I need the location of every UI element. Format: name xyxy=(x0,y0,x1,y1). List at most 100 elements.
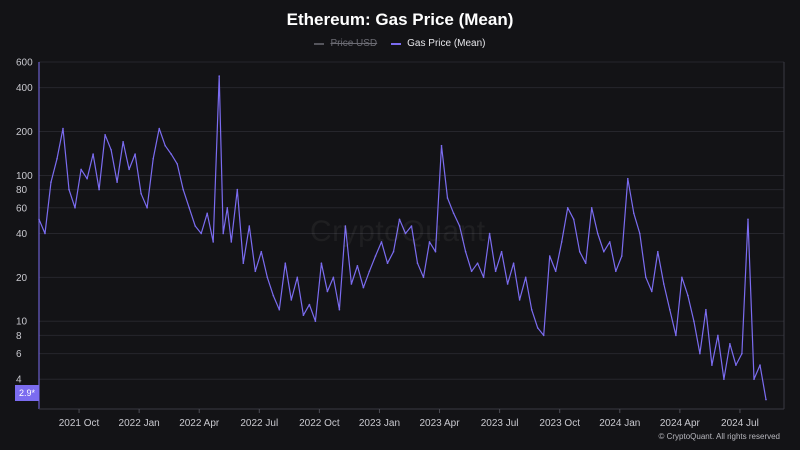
data-point[interactable] xyxy=(452,212,455,215)
data-point[interactable] xyxy=(572,218,575,221)
data-point[interactable] xyxy=(651,290,653,293)
data-point[interactable] xyxy=(416,262,419,265)
data-point[interactable] xyxy=(194,225,196,227)
data-point[interactable] xyxy=(344,225,347,227)
data-point[interactable] xyxy=(98,188,100,191)
data-point[interactable] xyxy=(236,188,239,191)
data-point[interactable] xyxy=(657,250,659,253)
data-point[interactable] xyxy=(206,212,208,215)
data-point[interactable] xyxy=(266,276,269,279)
data-point[interactable] xyxy=(218,75,220,77)
data-point[interactable] xyxy=(765,398,767,401)
data-point[interactable] xyxy=(92,153,94,155)
data-point[interactable] xyxy=(434,250,437,253)
data-point[interactable] xyxy=(80,168,82,171)
data-point[interactable] xyxy=(272,294,275,297)
data-point[interactable] xyxy=(374,255,377,257)
data-point[interactable] xyxy=(663,283,665,285)
data-point[interactable] xyxy=(338,308,341,311)
data-point[interactable] xyxy=(350,283,353,285)
data-point[interactable] xyxy=(260,250,263,253)
data-point[interactable] xyxy=(470,270,473,273)
data-point[interactable] xyxy=(530,308,533,311)
data-point[interactable] xyxy=(476,262,479,265)
data-point[interactable] xyxy=(392,250,395,253)
data-point[interactable] xyxy=(326,290,329,293)
data-point[interactable] xyxy=(554,270,557,273)
data-point[interactable] xyxy=(290,299,293,301)
data-point[interactable] xyxy=(440,144,443,147)
data-point[interactable] xyxy=(404,232,407,235)
data-point[interactable] xyxy=(116,181,118,183)
data-point[interactable] xyxy=(222,232,224,235)
data-point[interactable] xyxy=(681,276,683,279)
data-point[interactable] xyxy=(633,212,635,215)
data-point[interactable] xyxy=(693,320,695,323)
data-point[interactable] xyxy=(753,378,755,381)
data-point[interactable] xyxy=(398,218,401,221)
data-point[interactable] xyxy=(332,276,335,279)
data-point[interactable] xyxy=(242,262,245,265)
data-point[interactable] xyxy=(302,314,305,317)
data-point[interactable] xyxy=(278,308,281,311)
data-point[interactable] xyxy=(356,265,359,267)
data-point[interactable] xyxy=(368,270,371,273)
data-point[interactable] xyxy=(512,262,515,265)
data-point[interactable] xyxy=(542,334,545,337)
data-point[interactable] xyxy=(536,327,539,329)
data-point[interactable] xyxy=(560,241,563,243)
data-point[interactable] xyxy=(38,218,40,221)
data-point[interactable] xyxy=(140,192,142,195)
data-point[interactable] xyxy=(254,270,257,273)
data-point[interactable] xyxy=(362,286,365,289)
data-point[interactable] xyxy=(699,352,701,355)
data-point[interactable] xyxy=(615,270,617,273)
data-point[interactable] xyxy=(386,262,389,265)
data-point[interactable] xyxy=(500,250,503,253)
data-point[interactable] xyxy=(639,232,641,235)
data-point[interactable] xyxy=(741,352,743,355)
data-point[interactable] xyxy=(705,308,707,311)
data-point[interactable] xyxy=(609,241,611,243)
data-point[interactable] xyxy=(380,241,383,243)
data-point[interactable] xyxy=(200,232,202,235)
data-point[interactable] xyxy=(717,334,719,337)
data-point[interactable] xyxy=(747,218,749,221)
data-point[interactable] xyxy=(110,149,112,151)
data-point[interactable] xyxy=(226,207,229,209)
data-point[interactable] xyxy=(494,270,497,273)
data-point[interactable] xyxy=(170,153,172,155)
data-point[interactable] xyxy=(627,177,629,180)
data-point[interactable] xyxy=(248,225,251,227)
data-point[interactable] xyxy=(188,207,190,209)
data-point[interactable] xyxy=(603,250,605,253)
data-point[interactable] xyxy=(284,262,287,265)
data-point[interactable] xyxy=(506,283,509,285)
data-point[interactable] xyxy=(104,134,106,136)
data-point[interactable] xyxy=(56,158,58,160)
data-point[interactable] xyxy=(675,334,677,337)
data-point[interactable] xyxy=(86,177,88,180)
legend-item-price-usd[interactable]: Price USD xyxy=(314,38,377,49)
data-point[interactable] xyxy=(122,141,124,143)
data-point[interactable] xyxy=(428,241,431,243)
data-point[interactable] xyxy=(158,127,160,130)
data-point[interactable] xyxy=(578,250,581,253)
data-point[interactable] xyxy=(446,197,449,199)
data-point[interactable] xyxy=(62,127,64,130)
data-point[interactable] xyxy=(458,225,461,227)
legend-item-gas-price[interactable]: Gas Price (Mean) xyxy=(391,38,486,49)
data-point[interactable] xyxy=(735,364,737,366)
data-point[interactable] xyxy=(410,225,413,227)
data-point[interactable] xyxy=(230,241,233,243)
data-point[interactable] xyxy=(164,144,166,147)
data-point[interactable] xyxy=(128,168,130,171)
data-point[interactable] xyxy=(182,188,184,191)
data-point[interactable] xyxy=(729,343,731,345)
data-point[interactable] xyxy=(645,276,647,279)
data-point[interactable] xyxy=(320,262,323,265)
data-point[interactable] xyxy=(44,232,46,235)
data-point[interactable] xyxy=(518,299,521,301)
data-point[interactable] xyxy=(759,364,761,366)
